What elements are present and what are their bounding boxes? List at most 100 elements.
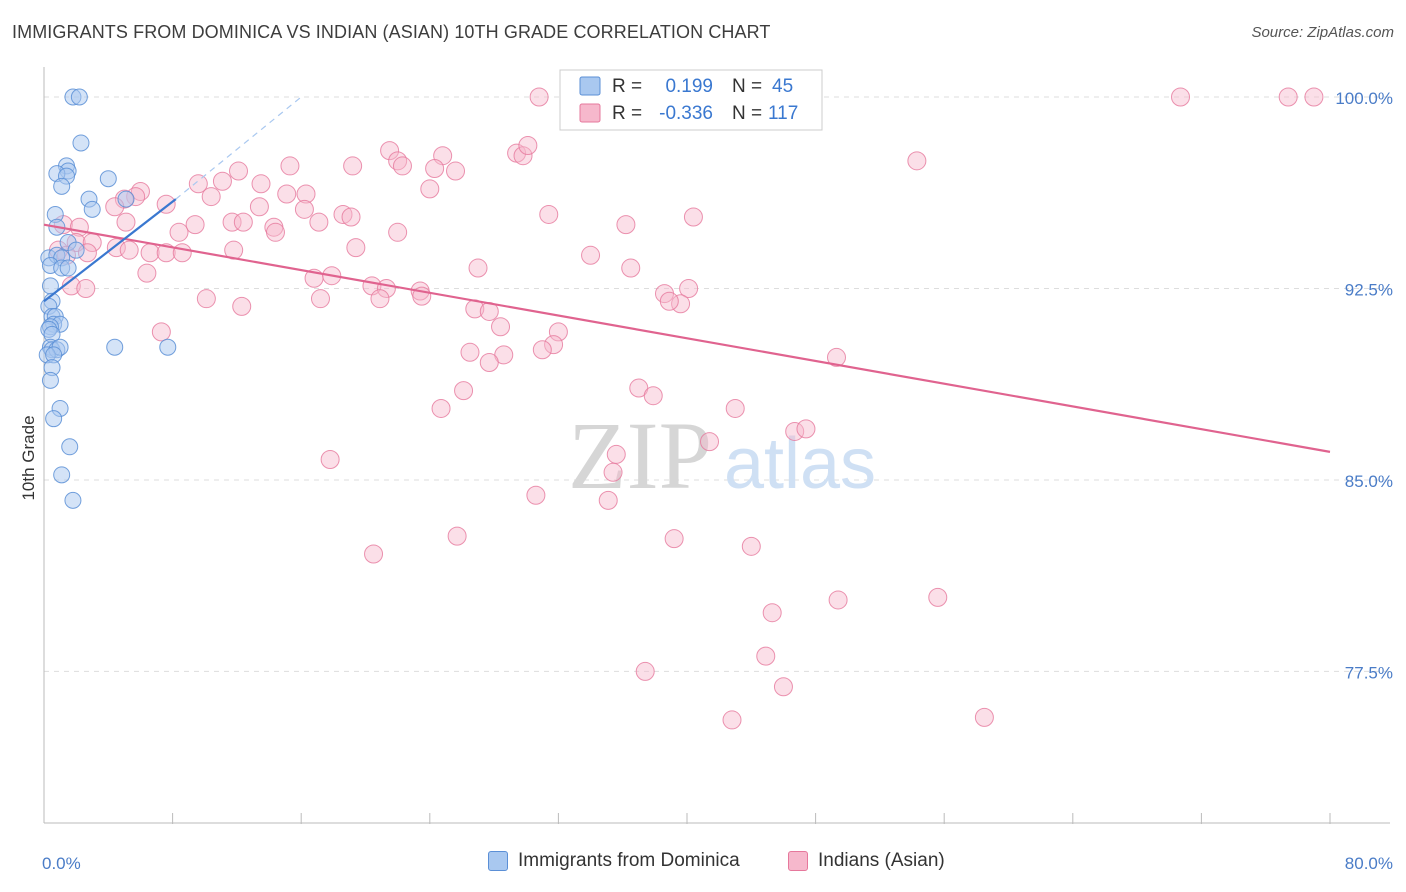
data-point-indians [928,587,948,607]
data-point-dominica [159,338,177,356]
data-point-indians [974,707,994,727]
data-point-indians [606,444,626,464]
data-point-dominica [59,259,77,277]
data-point-indians [907,151,927,171]
data-point-indians [468,258,488,278]
data-point-indians [741,536,761,556]
data-point-indians [346,238,366,258]
data-point-indians [251,174,271,194]
legend-r-label-2: R = [612,103,642,124]
data-point-indians [380,141,400,161]
data-point-indians [222,212,242,232]
legend-r-label-1: R = [612,76,642,97]
data-point-dominica [83,200,101,218]
data-point-dominica [72,134,90,152]
data-point-indians [756,646,776,666]
data-point-indians [491,317,511,337]
data-point-indians [664,529,684,549]
data-point-indians [635,661,655,681]
data-point-indians [447,526,467,546]
data-point-indians [479,353,499,373]
data-point-indians [513,146,533,166]
data-point-indians [518,136,538,156]
data-point-indians [229,161,249,181]
data-point-indians [785,421,805,441]
data-point-indians [773,677,793,697]
data-point-indians [581,245,601,265]
data-point-dominica [106,338,124,356]
data-point-indians [310,289,330,309]
legend-r-value-2: -0.336 [659,103,713,124]
trend-lines [43,96,1331,453]
x-tick-label: 0.0% [42,854,81,873]
legend-swatch-blue [488,851,508,871]
data-point-indians [309,212,329,232]
data-point-indians [364,544,384,564]
legend-box-swatch-blue [579,76,601,96]
data-point-indians [185,215,205,235]
trend-line-indians [43,223,1331,453]
data-point-dominica [70,88,88,106]
source-credit: Source: ZipAtlas.com [1251,24,1394,41]
y-tick-label: 85.0% [1345,472,1393,491]
data-point-indians [725,398,745,418]
legend-label-indians: Indians (Asian) [818,850,945,871]
y-axis-label: 10th Grade [19,415,38,500]
trend-line-dominica-extension [175,96,302,200]
data-point-indians [548,322,568,342]
data-point-dominica [61,438,79,456]
data-point-indians [431,398,451,418]
y-tick-label: 92.5% [1345,280,1393,299]
data-point-indians [249,197,269,217]
data-point-indians [1304,87,1324,107]
data-point-indians [370,289,390,309]
data-point-indians [280,156,300,176]
data-point-indians [526,485,546,505]
watermark: ZIP atlas [568,402,876,509]
axes [43,67,1390,824]
data-point-dominica [45,410,63,428]
data-point-indians [616,215,636,235]
data-point-indians [796,419,816,439]
legend-item-indians: Indians (Asian) [788,850,945,872]
gridlines [44,96,1390,672]
legend-box: R = 0.199 N = 45 R = -0.336 N = 117 [559,69,823,131]
data-point-indians [116,212,136,232]
data-point-indians [722,710,742,730]
data-point-indians [1171,87,1191,107]
data-point-indians [265,222,285,242]
data-point-indians [425,158,445,178]
data-point-indians [212,171,232,191]
data-point-indians [333,204,353,224]
data-point-indians [137,263,157,283]
legend-r-value-1: 0.199 [665,76,713,97]
data-point-indians [232,296,252,316]
data-point-indians [69,217,89,237]
data-point-indians [621,258,641,278]
series-immigrants-dominica [38,88,177,509]
data-point-indians [320,450,340,470]
legend-label-dominica: Immigrants from Dominica [518,850,740,871]
data-point-indians [679,278,699,298]
y-tick-label: 77.5% [1345,663,1393,682]
data-point-indians [532,340,552,360]
data-point-indians [762,603,782,623]
data-point-indians [172,243,192,263]
data-point-dominica [53,466,71,484]
data-point-indians [828,590,848,610]
trend-line-dominica [43,198,177,303]
legend: Immigrants from Dominica Indians (Asian) [0,850,1406,880]
legend-item-dominica: Immigrants from Dominica [488,850,740,872]
data-point-dominica [99,170,117,188]
data-point-dominica [64,491,82,509]
data-point-indians [1278,87,1298,107]
watermark-zip: ZIP [568,402,712,509]
data-point-indians [388,222,408,242]
data-point-indians [76,278,96,298]
legend-n-label-1: N = [732,76,762,97]
data-point-indians [343,156,363,176]
legend-n-value-2: 117 [768,103,798,124]
data-point-indians [196,289,216,309]
data-point-indians [671,294,691,314]
chart-title: IMMIGRANTS FROM DOMINICA VS INDIAN (ASIA… [12,22,771,42]
